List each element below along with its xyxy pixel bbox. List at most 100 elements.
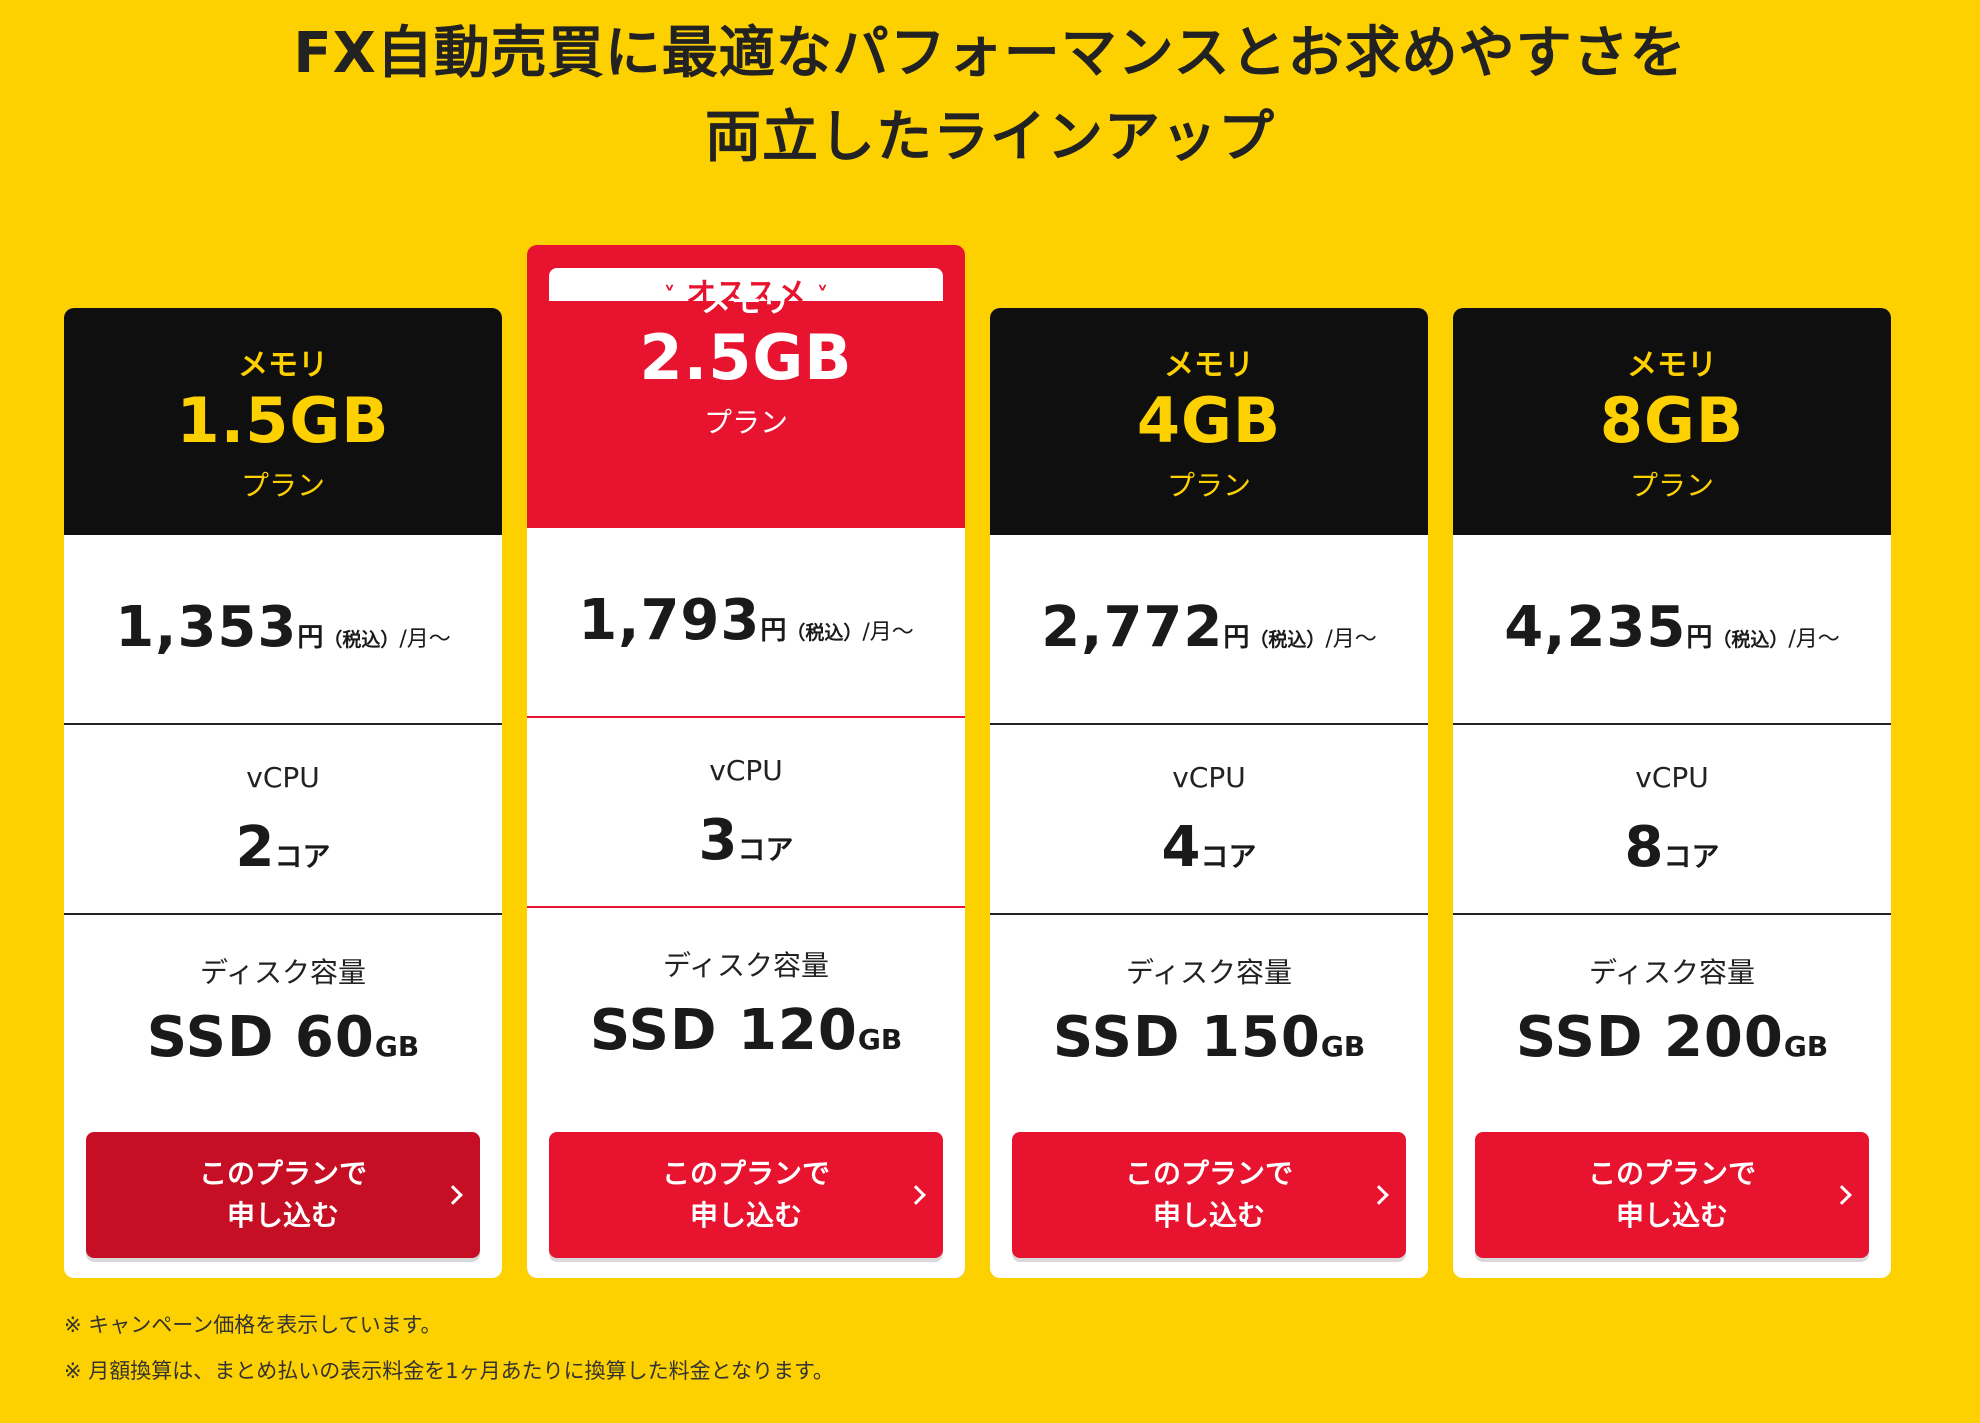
- disk-size: SSD 120: [589, 998, 858, 1063]
- price-section: 4,235円（税込）/月～: [1453, 535, 1891, 725]
- apply-button-line-2: 申し込む: [689, 1199, 802, 1232]
- price-period: /月～: [1325, 627, 1377, 652]
- plan-card-header: メモリ 4GB プラン: [990, 308, 1428, 535]
- plan-card-body: 1,793円（税込）/月～ vCPU 3コア ディスク容量 SSD 120GB: [527, 528, 965, 1278]
- disk-label: ディスク容量: [199, 956, 367, 989]
- plan-card-8gb: メモリ 8GB プラン 4,235円（税込）/月～ vCPU 8コア ディスク容…: [1453, 308, 1891, 1278]
- title-line-2: 両立したラインアップ: [705, 105, 1275, 170]
- price-period: /月～: [399, 627, 451, 652]
- plan-word: プラン: [240, 469, 325, 502]
- disk-unit: GB: [1320, 1030, 1366, 1063]
- vcpu-section: vCPU 4コア: [990, 725, 1428, 915]
- plan-card-1-5gb: メモリ 1.5GB プラン 1,353円（税込）/月～ vCPU 2コア ディス…: [64, 308, 502, 1278]
- memory-label: メモリ: [1164, 348, 1254, 383]
- price-amount: 4,235: [1504, 595, 1687, 660]
- vcpu-count: 4: [1161, 815, 1201, 880]
- vcpu-section: vCPU 3コア: [527, 718, 965, 908]
- plan-word: プラン: [1629, 469, 1714, 502]
- vcpu-count: 3: [698, 808, 738, 873]
- memory-size: 4GB: [1136, 384, 1282, 457]
- disk-label: ディスク容量: [1125, 956, 1293, 989]
- price-yen: 円: [297, 623, 324, 653]
- plan-card-2-5gb: ˅ オススメ ˅ メモリ 2.5GB プラン 1,793円（税込）/月～ vCP…: [527, 245, 965, 1278]
- footnote-monthly: ※ 月額換算は、まとめ払いの表示料金を1ヶ月あたりに換算した料金となります。: [64, 1359, 834, 1383]
- disk-label: ディスク容量: [1588, 956, 1756, 989]
- disk-value: SSD 150GB: [990, 1005, 1428, 1070]
- memory-size: 8GB: [1599, 384, 1745, 457]
- apply-button-line-1: このプランで: [198, 1157, 367, 1190]
- vcpu-value: 4コア: [990, 815, 1428, 880]
- vcpu-value: 3コア: [527, 808, 965, 873]
- memory-size: 2.5GB: [639, 321, 853, 394]
- disk-value: SSD 60GB: [64, 1005, 502, 1070]
- disk-unit: GB: [857, 1023, 903, 1056]
- vcpu-unit: コア: [737, 833, 794, 866]
- vcpu-label: vCPU: [709, 754, 783, 787]
- disk-section: ディスク容量 SSD 150GB: [990, 915, 1428, 1125]
- memory-size: 1.5GB: [176, 384, 390, 457]
- price: 1,353円（税込）/月～: [64, 595, 502, 660]
- vcpu-section: vCPU 2コア: [64, 725, 502, 915]
- page-title: FX自動売買に最適なパフォーマンスとお求めやすさを 両立したラインアップ: [0, 12, 1980, 180]
- vcpu-count: 8: [1624, 815, 1664, 880]
- price-tax: （税込）: [323, 629, 400, 651]
- disk-section: ディスク容量 SSD 200GB: [1453, 915, 1891, 1125]
- price-yen: 円: [1223, 623, 1250, 653]
- apply-button-line-2: 申し込む: [1615, 1199, 1728, 1232]
- price-tax: （税込）: [786, 622, 863, 644]
- vcpu-unit: コア: [1200, 840, 1257, 873]
- plan-card-header: メモリ 8GB プラン: [1453, 308, 1891, 535]
- price-amount: 2,772: [1041, 595, 1224, 660]
- price-tax: （税込）: [1249, 629, 1326, 651]
- apply-button-line-2: 申し込む: [1152, 1199, 1265, 1232]
- apply-button[interactable]: このプランで 申し込む: [86, 1132, 480, 1258]
- apply-button[interactable]: このプランで 申し込む: [549, 1132, 943, 1258]
- vcpu-count: 2: [235, 815, 275, 880]
- plan-card-4gb: メモリ 4GB プラン 2,772円（税込）/月～ vCPU 4コア ディスク容…: [990, 308, 1428, 1278]
- price-yen: 円: [1686, 623, 1713, 653]
- price-section: 1,793円（税込）/月～: [527, 528, 965, 718]
- price-period: /月～: [862, 620, 914, 645]
- disk-section: ディスク容量 SSD 120GB: [527, 908, 965, 1118]
- disk-unit: GB: [374, 1030, 420, 1063]
- vcpu-value: 8コア: [1453, 815, 1891, 880]
- price-section: 1,353円（税込）/月～: [64, 535, 502, 725]
- plan-word: プラン: [1166, 469, 1251, 502]
- apply-button-line-1: このプランで: [1587, 1157, 1756, 1190]
- price-amount: 1,353: [115, 595, 298, 660]
- plan-card-header: メモリ 2.5GB プラン: [527, 285, 965, 528]
- disk-size: SSD 200: [1515, 1005, 1784, 1070]
- disk-unit: GB: [1783, 1030, 1829, 1063]
- price-period: /月～: [1788, 627, 1840, 652]
- plan-lineup: メモリ 1.5GB プラン 1,353円（税込）/月～ vCPU 2コア ディス…: [64, 0, 1914, 1290]
- vcpu-unit: コア: [274, 840, 331, 873]
- vcpu-label: vCPU: [1635, 761, 1709, 794]
- plan-word: プラン: [703, 406, 788, 439]
- disk-size: SSD 150: [1052, 1005, 1321, 1070]
- memory-label: メモリ: [238, 348, 328, 383]
- price: 2,772円（税込）/月～: [990, 595, 1428, 660]
- memory-label: メモリ: [701, 285, 791, 320]
- price-section: 2,772円（税込）/月～: [990, 535, 1428, 725]
- vcpu-label: vCPU: [246, 761, 320, 794]
- title-line-1: FX自動売買に最適なパフォーマンスとお求めやすさを: [293, 21, 1687, 86]
- disk-section: ディスク容量 SSD 60GB: [64, 915, 502, 1125]
- vcpu-section: vCPU 8コア: [1453, 725, 1891, 915]
- disk-label: ディスク容量: [662, 949, 830, 982]
- apply-button-line-1: このプランで: [1124, 1157, 1293, 1190]
- vcpu-value: 2コア: [64, 815, 502, 880]
- price-yen: 円: [760, 616, 787, 646]
- price: 1,793円（税込）/月～: [527, 588, 965, 653]
- vcpu-unit: コア: [1663, 840, 1720, 873]
- vcpu-label: vCPU: [1172, 761, 1246, 794]
- footnotes: ※ キャンペーン価格を表示しています。 ※ 月額換算は、まとめ払いの表示料金を1…: [64, 1302, 834, 1394]
- price-amount: 1,793: [578, 588, 761, 653]
- apply-button[interactable]: このプランで 申し込む: [1012, 1132, 1406, 1258]
- apply-button[interactable]: このプランで 申し込む: [1475, 1132, 1869, 1258]
- plan-card-header: メモリ 1.5GB プラン: [64, 308, 502, 535]
- disk-value: SSD 200GB: [1453, 1005, 1891, 1070]
- footnote-campaign: ※ キャンペーン価格を表示しています。: [64, 1313, 442, 1337]
- disk-size: SSD 60: [146, 1005, 375, 1070]
- disk-value: SSD 120GB: [527, 998, 965, 1063]
